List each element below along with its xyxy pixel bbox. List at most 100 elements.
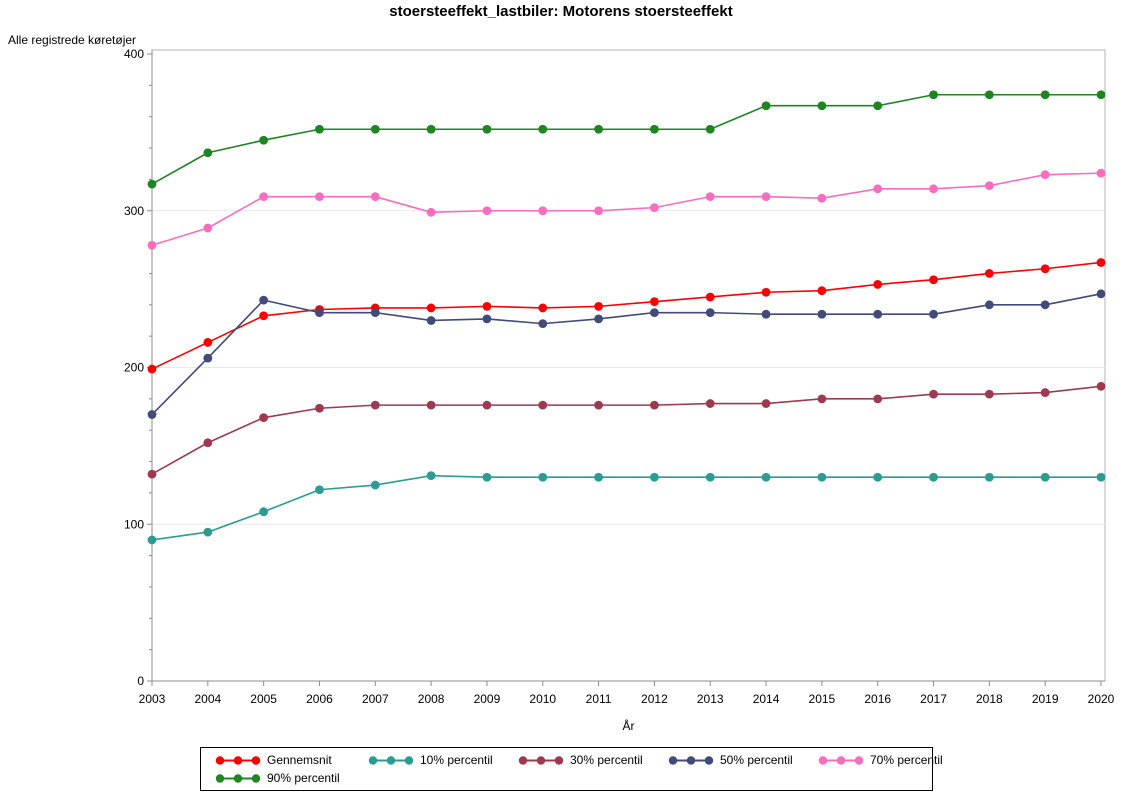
data-point [1096, 258, 1106, 267]
data-point [984, 90, 994, 100]
data-point [426, 207, 436, 217]
data-point [1040, 388, 1050, 397]
data-point [1096, 472, 1106, 482]
y-tick-label: 0 [137, 674, 144, 688]
legend-marker-icon [518, 755, 564, 765]
x-tick-label: 2006 [306, 692, 333, 706]
series-line-30-percentil [151, 385, 1102, 475]
data-point [817, 394, 827, 404]
data-point [147, 364, 157, 374]
legend-item-50-percentil: 50% percentil [668, 752, 818, 768]
data-point [1040, 170, 1050, 180]
data-point [259, 135, 269, 145]
y-tick-label: 200 [124, 361, 144, 375]
data-point [538, 400, 548, 410]
y-tick-label: 400 [124, 47, 144, 61]
x-tick-label: 2017 [920, 692, 947, 706]
data-point [1040, 90, 1050, 100]
y-tick-label: 300 [124, 204, 144, 218]
data-point [929, 472, 938, 482]
data-point [594, 301, 603, 311]
data-point [147, 535, 157, 545]
y-tick-label: 100 [124, 517, 144, 531]
data-point [761, 309, 771, 319]
series-line-50-percentil [151, 293, 1102, 416]
data-point [594, 124, 603, 134]
data-point [426, 303, 436, 313]
legend-item-Gennemsnit: Gennemsnit [215, 752, 368, 768]
data-point [370, 192, 380, 202]
data-point [482, 206, 492, 216]
data-point [594, 314, 603, 324]
data-point [873, 280, 883, 289]
legend-item-70-percentil: 70% percentil [818, 752, 943, 768]
data-point [426, 471, 436, 481]
data-point [984, 389, 994, 399]
data-point [873, 309, 883, 319]
data-point [1096, 90, 1106, 100]
data-point [594, 400, 603, 410]
x-tick-label: 2005 [250, 692, 277, 706]
data-point [650, 203, 659, 213]
data-point [817, 309, 827, 319]
data-point [315, 403, 324, 413]
y-axis-label: Alle registrede køretøjer [8, 33, 137, 47]
legend-marker-icon [368, 755, 414, 765]
data-point [761, 192, 771, 202]
x-tick-label: 2009 [474, 692, 501, 706]
data-point [984, 269, 994, 278]
data-point [259, 311, 269, 321]
data-point [594, 206, 603, 216]
x-tick-label: 2011 [586, 692, 612, 706]
data-point [1040, 472, 1050, 482]
data-point [370, 400, 380, 410]
data-point [203, 353, 213, 363]
data-point [929, 309, 938, 319]
x-tick-label: 2004 [194, 692, 221, 706]
data-point [984, 472, 994, 482]
data-point [482, 124, 492, 134]
x-tick-label: 2007 [362, 692, 389, 706]
plot-area: 0 100 200 300 400 2003 2004 2005 2006 2007 2008 200… [124, 47, 1115, 706]
data-point [1096, 381, 1106, 391]
data-point [929, 90, 938, 100]
data-point [650, 124, 659, 134]
data-point [817, 286, 827, 296]
data-point [259, 507, 269, 517]
data-point [817, 472, 827, 482]
data-point [873, 394, 883, 404]
data-point [147, 469, 157, 479]
chart-title: stoersteeffekt_lastbiler: Motorens stoer… [389, 3, 733, 20]
data-point [482, 301, 492, 311]
plot-frame [151, 49, 1106, 682]
data-point [705, 124, 715, 134]
data-point [315, 485, 324, 495]
data-point [984, 181, 994, 191]
data-point [426, 124, 436, 134]
data-point [203, 527, 213, 537]
legend-marker-icon [215, 773, 261, 783]
data-point [761, 472, 771, 482]
data-point [370, 480, 380, 490]
x-tick-label: 2010 [529, 692, 556, 706]
data-point [203, 438, 213, 448]
series-line-90-percentil [151, 93, 1101, 185]
legend-marker-icon [668, 755, 714, 765]
data-point [315, 308, 324, 318]
data-point [1096, 168, 1106, 178]
legend-item-30-percentil: 30% percentil [518, 752, 668, 768]
data-point [761, 287, 771, 297]
data-point [761, 101, 771, 111]
data-point [929, 389, 938, 399]
legend-marker-icon [215, 755, 261, 765]
data-point [482, 472, 492, 482]
x-tick-label: 2014 [753, 692, 780, 706]
data-point [650, 297, 659, 307]
data-point [426, 316, 436, 325]
legend: Gennemsnit 10% percentil 30% percentil 50% … [200, 747, 943, 791]
data-point [259, 295, 269, 305]
data-point [203, 223, 213, 233]
series-line-70-percentil [151, 172, 1102, 246]
legend-label: Gennemsnit [267, 753, 332, 767]
